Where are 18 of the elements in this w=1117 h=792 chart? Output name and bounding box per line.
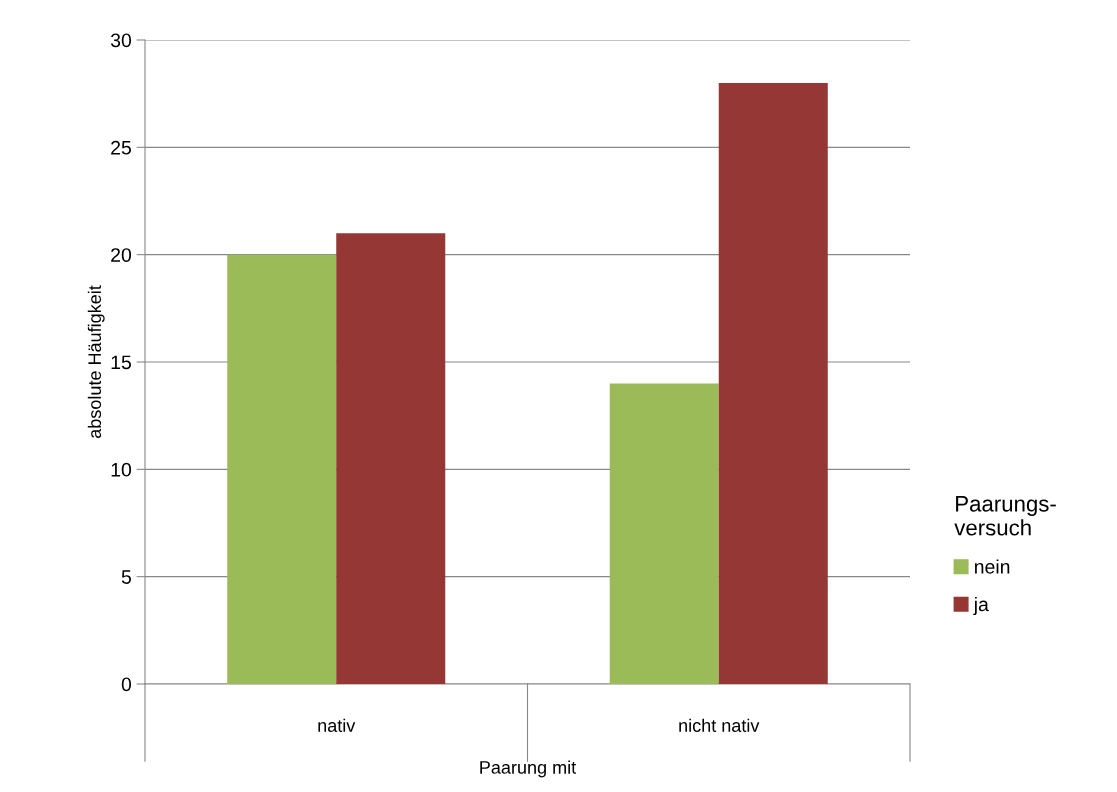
legend-label: nein (975, 559, 1010, 574)
bar (609, 383, 719, 684)
y-tick-label: 20 (111, 248, 132, 262)
y-axis-title: absolute Häufigkeit (87, 285, 105, 439)
y-tick-label: 25 (111, 140, 131, 155)
x-tick-label: nativ (318, 718, 356, 732)
bar (227, 254, 337, 684)
y-tick-label: 0 (121, 677, 132, 692)
y-tick-label: 30 (110, 33, 132, 48)
y-tick-label: 5 (121, 570, 131, 584)
legend-title: Paarungs- versuch (954, 496, 1056, 536)
y-tick-label: 10 (111, 462, 132, 477)
x-axis-title: Paarung mit (480, 760, 577, 778)
bar (718, 82, 828, 684)
y-tick-label: 15 (111, 355, 131, 370)
bar (336, 233, 446, 684)
x-tick-label: nicht nativ (679, 718, 760, 732)
legend-label: ja (973, 596, 989, 616)
